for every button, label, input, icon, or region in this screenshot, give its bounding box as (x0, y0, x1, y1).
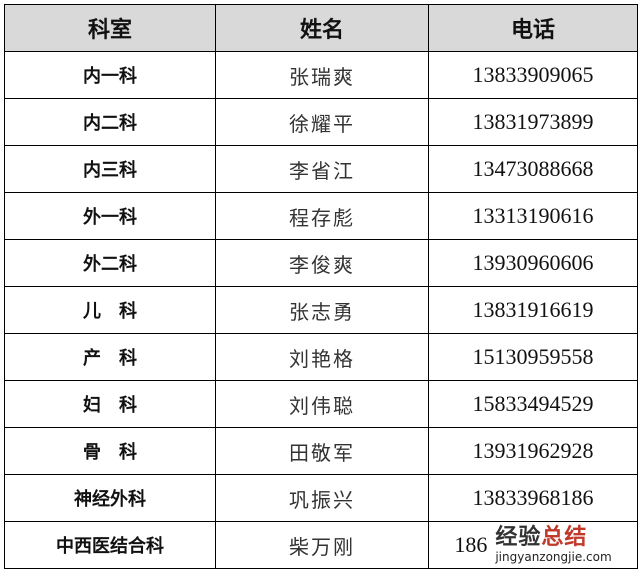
phone-cell: 13831916619 (428, 286, 638, 334)
name-cell: 张志勇 (215, 286, 429, 334)
table-row: 内二科 徐耀平 13831973899 (4, 98, 638, 146)
table-row: 内一科 张瑞爽 13833909065 (4, 51, 638, 99)
name-cell: 李俊爽 (215, 239, 429, 287)
dept-cell: 妇 科 (4, 380, 216, 428)
dept-cell: 内三科 (4, 145, 216, 193)
header-dept: 科室 (4, 4, 216, 52)
dept-cell: 中西医结合科 (4, 521, 216, 569)
header-row: 科室 姓名 电话 (4, 4, 638, 52)
table-row: 外二科 李俊爽 13930960606 (4, 239, 638, 287)
watermark-logo: 经验总结 jingyanzongjie.com (495, 526, 611, 563)
name-cell: 李省江 (215, 145, 429, 193)
dept-cell: 骨 科 (4, 427, 216, 475)
table-row: 骨 科田敬军 13931962928 (4, 427, 638, 475)
table-row: 妇 科刘伟聪 15833494529 (4, 380, 638, 428)
table-row: 神经外科 巩振兴 13833968186 (4, 474, 638, 522)
phone-cell: 13473088668 (428, 145, 638, 193)
contact-table: 科室 姓名 电话 内一科 张瑞爽 13833909065 内二科 徐耀平 13831973… (4, 4, 638, 569)
phone-with-watermark: 186 经验总结 jingyanzongjie.com (429, 526, 637, 563)
phone-cell: 186 经验总结 jingyanzongjie.com (428, 521, 638, 569)
phone-cell: 13313190616 (428, 192, 638, 240)
phone-cell: 13931962928 (428, 427, 638, 475)
dept-cell: 神经外科 (4, 474, 216, 522)
name-cell: 程存彪 (215, 192, 429, 240)
table-row: 中西医结合科 柴万刚 186 经验总结 jingyanzongjie.com (4, 521, 638, 569)
name-cell: 张瑞爽 (215, 51, 429, 99)
header-phone: 电话 (428, 4, 638, 52)
table-row: 内三科 李省江 13473088668 (4, 145, 638, 193)
dept-cell: 外二科 (4, 239, 216, 287)
phone-cell: 13833909065 (428, 51, 638, 99)
phone-cell: 15833494529 (428, 380, 638, 428)
name-cell: 刘艳格 (215, 333, 429, 381)
dept-cell: 产 科 (4, 333, 216, 381)
watermark-text-accent: 总结 (541, 525, 588, 551)
watermark-url: jingyanzongjie.com (495, 549, 612, 564)
table-row: 外一科 程存彪 13313190616 (4, 192, 638, 240)
dept-cell: 外一科 (4, 192, 216, 240)
name-cell: 田敬军 (215, 427, 429, 475)
phone-cell: 15130959558 (428, 333, 638, 381)
name-cell: 柴万刚 (215, 521, 429, 569)
watermark-text: 经验 (495, 525, 542, 551)
table-row: 儿 科张志勇 13831916619 (4, 286, 638, 334)
dept-cell: 儿 科 (4, 286, 216, 334)
name-cell: 刘伟聪 (215, 380, 429, 428)
phone-cell: 13930960606 (428, 239, 638, 287)
phone-cell: 13831973899 (428, 98, 638, 146)
name-cell: 巩振兴 (215, 474, 429, 522)
phone-text: 186 (454, 532, 488, 557)
phone-cell: 13833968186 (428, 474, 638, 522)
header-name: 姓名 (215, 4, 429, 52)
dept-cell: 内二科 (4, 98, 216, 146)
name-cell: 徐耀平 (215, 98, 429, 146)
table-row: 产 科刘艳格 15130959558 (4, 333, 638, 381)
dept-cell: 内一科 (4, 51, 216, 99)
